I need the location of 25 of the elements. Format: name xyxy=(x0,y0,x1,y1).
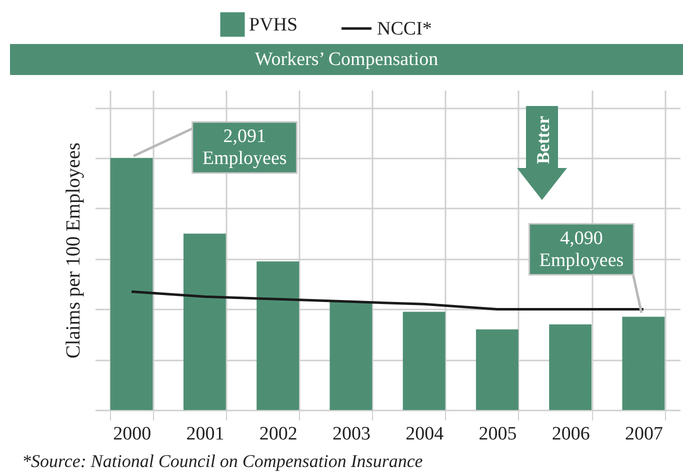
x-tick-label: 2000 xyxy=(113,424,152,444)
bar xyxy=(183,234,226,410)
bar xyxy=(549,324,592,410)
annotation: 2,091 Employees xyxy=(202,126,287,170)
down-arrow-icon: Better xyxy=(516,106,568,202)
bar xyxy=(330,302,372,410)
bar xyxy=(476,329,518,410)
bar xyxy=(110,158,153,410)
x-tick-label: 2003 xyxy=(332,424,370,444)
x-tick-label: 2006 xyxy=(552,424,590,444)
x-tick-label: 2004 xyxy=(406,424,444,444)
text: *Source: National Council on Compensation Insurance xyxy=(22,451,423,472)
x-tick-label: 2005 xyxy=(478,424,517,444)
x-tick-label: 2002 xyxy=(259,424,298,444)
bar xyxy=(256,261,300,410)
bar xyxy=(622,316,665,410)
legend-label: PVHS xyxy=(249,14,298,36)
chart-title: Workers’ Compensation xyxy=(10,44,683,75)
annotation: 4,090 Employees xyxy=(539,228,624,271)
x-tick-label: 2001 xyxy=(186,424,224,444)
x-tick-label: 2007 xyxy=(624,424,663,444)
annotation: Better xyxy=(533,116,553,164)
bar xyxy=(402,312,446,410)
y-axis-title: Claims per 100 Employees xyxy=(62,142,84,359)
legend-label: NCCI* xyxy=(377,18,432,40)
